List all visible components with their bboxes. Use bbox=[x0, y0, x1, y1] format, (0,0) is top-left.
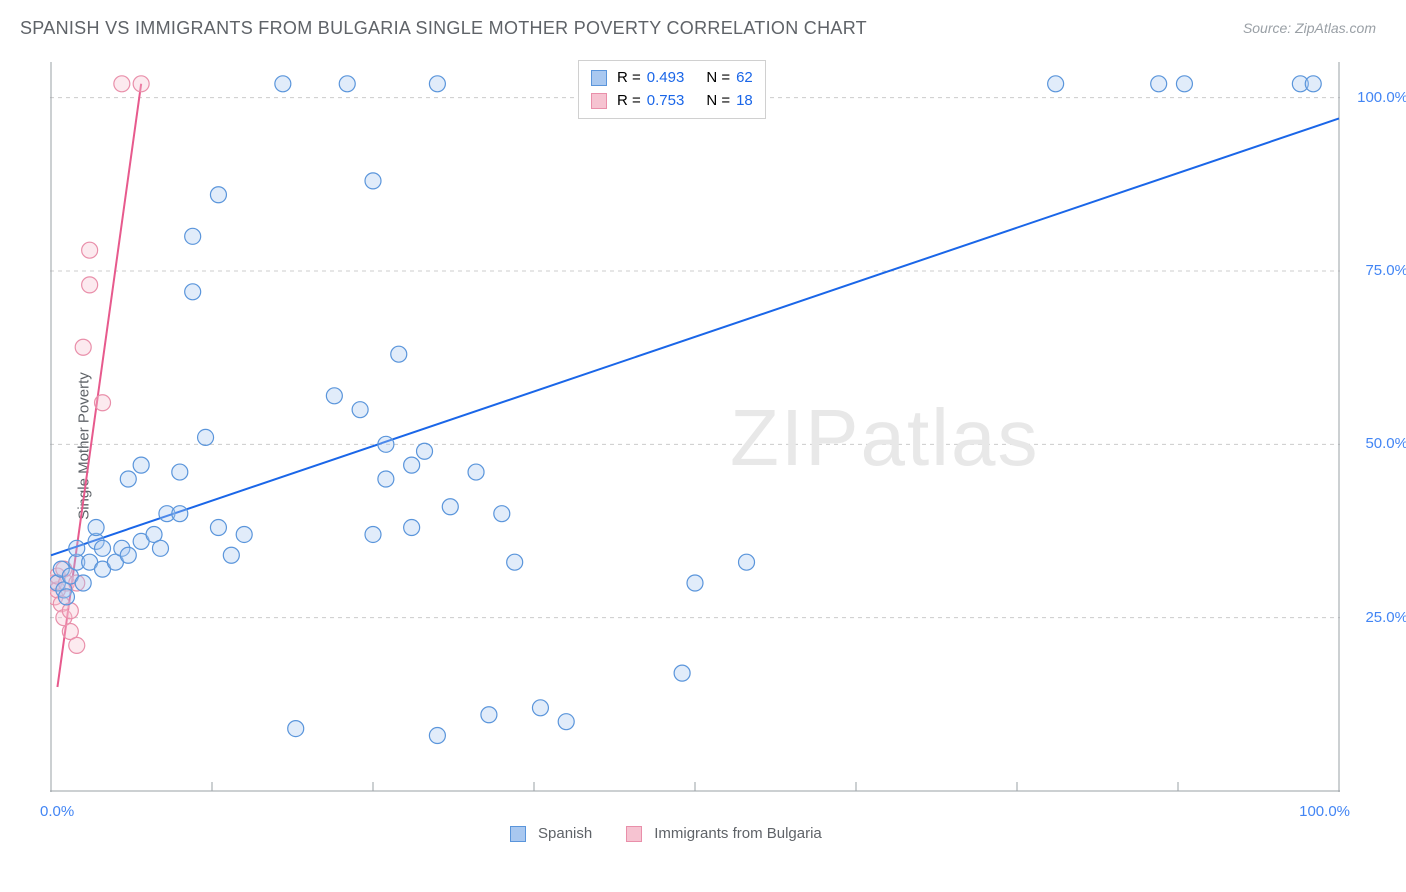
legend-label-bulgaria: Immigrants from Bulgaria bbox=[654, 825, 822, 842]
legend-r-label-2: R = bbox=[617, 90, 641, 113]
plot-area: 25.0%50.0%75.0%100.0% 0.0% 100.0% ZIPatl… bbox=[50, 62, 1340, 792]
scatter-svg bbox=[50, 62, 1340, 792]
swatch-spanish bbox=[591, 70, 607, 86]
swatch-bulgaria bbox=[591, 93, 607, 109]
legend-stats-row-spanish: R = 0.493 N = 62 bbox=[591, 67, 753, 90]
legend-series: Spanish Immigrants from Bulgaria bbox=[510, 825, 822, 842]
chart-container: SPANISH VS IMMIGRANTS FROM BULGARIA SING… bbox=[0, 0, 1406, 892]
x-tick-max: 100.0% bbox=[1299, 803, 1350, 820]
legend-r-label: R = bbox=[617, 67, 641, 90]
x-tick-min: 0.0% bbox=[40, 803, 74, 820]
y-tick-label: 25.0% bbox=[1348, 609, 1406, 626]
legend-n-val-spanish: 62 bbox=[736, 67, 753, 90]
y-tick-label: 100.0% bbox=[1348, 89, 1406, 106]
legend-stats: R = 0.493 N = 62 R = 0.753 N = 18 bbox=[578, 60, 766, 119]
legend-n-val-bulgaria: 18 bbox=[736, 90, 753, 113]
chart-title: SPANISH VS IMMIGRANTS FROM BULGARIA SING… bbox=[20, 18, 867, 39]
legend-n-label: N = bbox=[706, 67, 730, 90]
y-tick-label: 50.0% bbox=[1348, 435, 1406, 452]
legend-label-spanish: Spanish bbox=[538, 825, 592, 842]
legend-swatch-spanish bbox=[510, 826, 526, 842]
legend-n-label-2: N = bbox=[706, 90, 730, 113]
source-label: Source: ZipAtlas.com bbox=[1243, 20, 1376, 36]
legend-r-val-bulgaria: 0.753 bbox=[647, 90, 685, 113]
legend-r-val-spanish: 0.493 bbox=[647, 67, 685, 90]
legend-stats-row-bulgaria: R = 0.753 N = 18 bbox=[591, 90, 753, 113]
legend-swatch-bulgaria bbox=[626, 826, 642, 842]
y-tick-label: 75.0% bbox=[1348, 262, 1406, 279]
